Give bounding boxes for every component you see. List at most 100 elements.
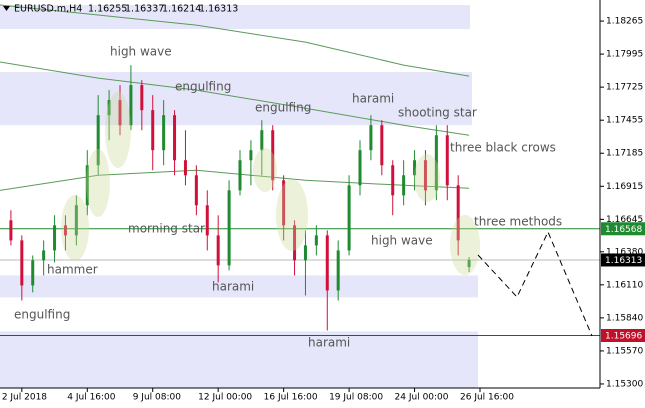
candle-body: [336, 250, 340, 291]
candle-body: [314, 235, 318, 246]
candle-body: [85, 165, 89, 206]
y-tick-label: 1.18265: [606, 17, 643, 27]
y-tick-label: 1.16915: [606, 182, 643, 192]
candle-body: [227, 190, 231, 266]
annotation: three black crows: [450, 141, 556, 155]
candle-body: [249, 150, 253, 161]
candle-body: [74, 205, 78, 236]
highlight: [105, 92, 131, 168]
candle-body: [303, 245, 307, 261]
highlight: [414, 154, 440, 202]
annotation: shooting star: [398, 106, 477, 120]
highlight: [450, 215, 480, 275]
header-value: 1.16255: [88, 4, 127, 15]
candle-body: [183, 160, 187, 176]
candle-body: [118, 100, 122, 126]
candle-body: [173, 115, 177, 161]
header-value: 1.16313: [199, 4, 238, 15]
annotation: harami: [352, 92, 394, 106]
candle-body: [369, 125, 373, 151]
moving-average: [0, 61, 470, 136]
y-tick-label: 1.17455: [606, 116, 643, 126]
candle-body: [20, 240, 24, 286]
candle-body: [9, 220, 13, 241]
annotation: high wave: [371, 234, 433, 248]
candle-body: [325, 235, 329, 291]
candle-body: [271, 130, 275, 181]
annotation: high wave: [110, 45, 172, 59]
x-tick-label: 24 Jul 00:00: [395, 393, 449, 403]
zone: [0, 275, 478, 298]
zone: [0, 72, 472, 126]
symbol: EURUSD.m,H4: [14, 4, 82, 15]
plot: [0, 4, 600, 336]
candle-body: [456, 185, 460, 241]
zones: [0, 5, 478, 388]
candle-body: [391, 165, 395, 196]
x-tick-label: 12 Jul 00:00: [198, 393, 252, 403]
price-label: 1.15696: [605, 331, 642, 341]
y-tick-label: 1.16645: [606, 215, 643, 225]
zone: [0, 331, 478, 388]
candle-body: [205, 205, 209, 236]
candle-body: [107, 100, 111, 116]
candle-body: [216, 235, 220, 266]
candle-body: [347, 185, 351, 251]
header-value: 1.16214: [162, 4, 201, 15]
candle-body: [194, 175, 198, 206]
annotation: harami: [308, 336, 350, 350]
annotation: three methods: [474, 215, 562, 229]
moving-average: [0, 4, 470, 77]
x-tick-label: 9 Jul 08:00: [133, 393, 182, 403]
candle-body: [31, 260, 35, 286]
y-tick-label: 1.17995: [606, 50, 643, 60]
highlight: [61, 195, 89, 261]
y-tick-label: 1.15300: [606, 379, 643, 389]
candle-body: [293, 225, 297, 261]
candle-body: [358, 150, 362, 186]
x-tick-label: 4 Jul 16:00: [67, 393, 116, 403]
x-tick-label: 26 Jul 16:00: [460, 393, 514, 403]
candle-body: [467, 259, 471, 268]
header-value: 1.16337: [125, 4, 164, 15]
candle-body: [260, 130, 264, 151]
highlight: [86, 149, 110, 217]
annotation: engulfing: [255, 101, 311, 115]
candle-body: [129, 85, 133, 126]
price-box: [601, 253, 645, 267]
highlights: [61, 92, 480, 275]
annotation: morning star: [128, 222, 205, 236]
candle-body: [434, 135, 438, 191]
x-tick-label: 16 Jul 16:00: [264, 393, 318, 403]
candle-body: [162, 115, 166, 151]
y-tick-label: 1.17725: [606, 83, 643, 93]
candle-body: [402, 175, 406, 196]
candle-body: [53, 225, 57, 251]
y-tick-label: 1.16110: [606, 280, 643, 290]
candle-body: [423, 160, 427, 191]
y-tick-label: 1.17185: [606, 149, 643, 159]
projection: [477, 230, 593, 337]
candle-body: [151, 110, 155, 151]
price-box: [601, 222, 645, 236]
candle-body: [42, 250, 46, 261]
candle-body: [380, 125, 384, 166]
annotation: hammer: [47, 263, 98, 277]
y-tick-label: 1.16380: [606, 247, 643, 257]
annotation: harami: [212, 280, 254, 294]
candle-body: [238, 160, 242, 191]
candle-body: [413, 160, 417, 176]
y-tick-label: 1.15570: [606, 346, 643, 356]
candle-body: [140, 85, 144, 111]
annotation: engulfing: [14, 308, 70, 322]
zone: [0, 5, 470, 30]
x-tick-label: 2 Jul 2018: [2, 393, 47, 403]
y-tick-label: 1.15840: [606, 313, 643, 323]
menu-icon[interactable]: [3, 6, 10, 11]
candle-body: [96, 115, 100, 166]
candle-body: [445, 135, 449, 186]
header: EURUSD.m,H4 1.16255 1.16337 1.16214 1.16…: [14, 4, 238, 15]
candle-body: [63, 225, 67, 236]
price-label: 1.16313: [605, 256, 642, 266]
